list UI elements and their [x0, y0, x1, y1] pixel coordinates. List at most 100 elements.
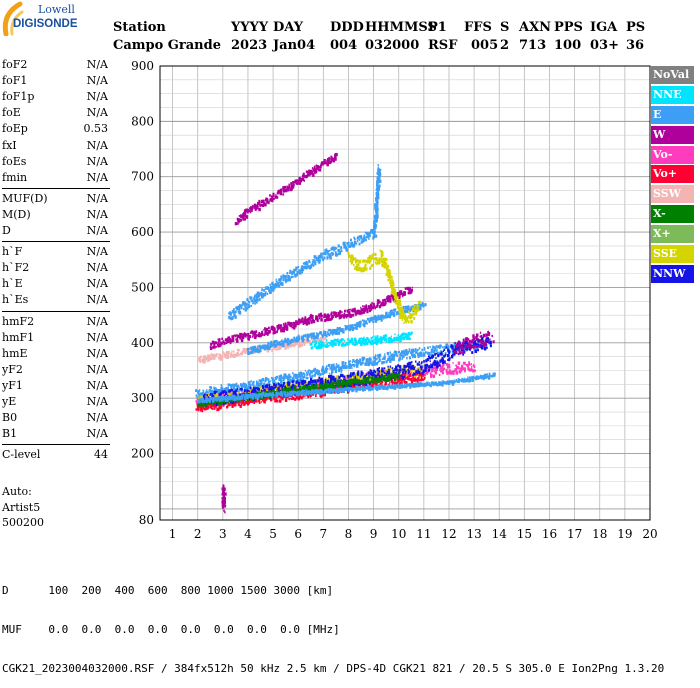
- data-point: [346, 384, 348, 387]
- data-point: [227, 356, 229, 358]
- data-point: [304, 390, 305, 392]
- data-point: [396, 369, 398, 372]
- data-point: [442, 366, 443, 368]
- data-point: [390, 366, 392, 368]
- data-point: [419, 347, 421, 349]
- data-point: [386, 360, 388, 363]
- data-point: [195, 408, 197, 410]
- data-point: [228, 403, 230, 406]
- data-point: [458, 379, 460, 382]
- data-point: [419, 364, 421, 366]
- data-point: [437, 354, 439, 357]
- data-point: [255, 395, 257, 398]
- data-point: [251, 330, 253, 333]
- data-point: [320, 313, 322, 315]
- data-point: [342, 361, 344, 364]
- data-point: [402, 385, 404, 387]
- data-point: [306, 372, 307, 374]
- data-point: [405, 377, 407, 379]
- data-point: [328, 383, 329, 385]
- data-point: [200, 356, 202, 358]
- data-point: [387, 352, 389, 355]
- data-point: [428, 366, 429, 368]
- data-point: [425, 351, 427, 353]
- data-point: [199, 404, 201, 407]
- data-point: [265, 345, 266, 347]
- data-point: [446, 363, 448, 366]
- data-point: [231, 391, 232, 393]
- data-point: [339, 310, 341, 313]
- data-point: [303, 338, 305, 340]
- data-point: [287, 342, 289, 345]
- data-point: [258, 388, 260, 391]
- data-point: [273, 383, 275, 386]
- data-point: [211, 387, 213, 389]
- data-point: [338, 369, 340, 371]
- data-point: [206, 389, 207, 391]
- data-point: [275, 384, 277, 386]
- data-point: [274, 399, 276, 402]
- data-point: [350, 363, 351, 365]
- data-point: [327, 368, 328, 370]
- data-point: [441, 351, 442, 353]
- data-point: [245, 385, 246, 387]
- data-point: [312, 380, 314, 383]
- data-point: [266, 385, 267, 387]
- data-point: [309, 385, 310, 387]
- data-point: [282, 393, 283, 395]
- data-point: [326, 365, 327, 367]
- data-point: [387, 371, 389, 374]
- data-point: [271, 349, 273, 352]
- data-point: [311, 371, 313, 373]
- data-point: [451, 372, 453, 374]
- data-point: [282, 341, 284, 343]
- data-point: [442, 346, 444, 348]
- data-point: [261, 333, 263, 336]
- data-point: [221, 384, 222, 386]
- data-point: [310, 376, 311, 378]
- data-point: [253, 387, 255, 390]
- data-point: [388, 358, 390, 361]
- data-point: [374, 385, 376, 388]
- data-point: [293, 397, 295, 399]
- data-point: [247, 352, 249, 355]
- data-point: [352, 314, 354, 317]
- data-point: [426, 367, 428, 369]
- data-point: [263, 389, 264, 391]
- data-point: [262, 385, 264, 388]
- data-point: [248, 381, 250, 384]
- data-point: [430, 360, 431, 362]
- data-point: [412, 377, 414, 379]
- data-point: [321, 385, 323, 387]
- data-point: [364, 377, 366, 379]
- data-point: [402, 371, 404, 374]
- data-point: [359, 386, 360, 388]
- data-point: [311, 375, 313, 378]
- data-point: [222, 390, 224, 393]
- data-point: [376, 358, 377, 360]
- data-point: [259, 402, 261, 404]
- data-point: [282, 327, 284, 329]
- data-point: [393, 358, 395, 361]
- data-point: [248, 348, 250, 350]
- data-point: [412, 287, 413, 289]
- data-point: [457, 366, 459, 369]
- data-point: [200, 392, 202, 395]
- data-point: [489, 373, 490, 375]
- data-point: [255, 334, 256, 336]
- data-point: [257, 346, 258, 348]
- data-point: [245, 336, 246, 338]
- data-point: [269, 330, 271, 333]
- plot-points: [195, 153, 496, 513]
- data-point: [282, 397, 284, 400]
- data-point: [384, 372, 386, 374]
- data-point: [233, 351, 235, 353]
- data-point: [229, 389, 231, 392]
- data-point: [405, 371, 406, 373]
- data-point: [244, 389, 246, 392]
- data-point: [408, 362, 410, 365]
- data-point: [350, 387, 351, 389]
- data-point: [292, 341, 293, 343]
- data-point: [328, 376, 329, 378]
- data-point: [272, 345, 273, 347]
